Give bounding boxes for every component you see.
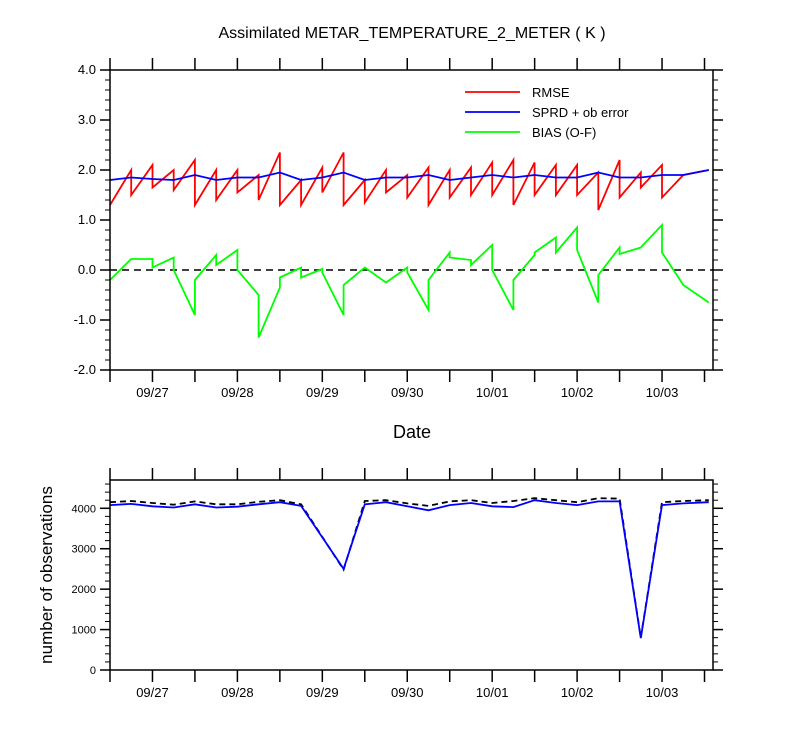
y-tick-label: 1.0 [78, 212, 96, 227]
y-axis-label: number of observations [37, 486, 56, 664]
y-tick-label: 2.0 [78, 162, 96, 177]
chart-title: Assimilated METAR_TEMPERATURE_2_METER ( … [218, 25, 605, 42]
bottom-plot-frame [109, 479, 714, 671]
x-tick-label: 10/03 [646, 685, 679, 700]
x-tick-label: 09/28 [221, 385, 254, 400]
top-plot-area [109, 152, 713, 338]
y-tick-label: 4.0 [78, 62, 96, 77]
x-tick-label: 09/27 [136, 685, 169, 700]
series-line-rmse [109, 152, 709, 211]
x-tick-label: 10/01 [476, 385, 509, 400]
x-axis-label: Date [393, 422, 431, 442]
y-tick-label: 0 [90, 665, 96, 677]
x-tick-label: 10/02 [561, 685, 594, 700]
y-tick-label: 3000 [72, 544, 96, 556]
y-tick-label: 1000 [72, 625, 96, 637]
x-tick-label: 09/28 [221, 685, 254, 700]
x-tick-label: 09/27 [136, 385, 169, 400]
x-tick-label: 10/02 [561, 385, 594, 400]
bottom-axis-ticks: 09/27 09/28 09/29 09/30 10/01 10/02 10/03 0 1000… [72, 468, 723, 700]
y-tick-label: -2.0 [74, 362, 96, 377]
x-tick-label: 10/01 [476, 685, 509, 700]
series-line-possible [109, 497, 709, 638]
y-tick-label: 2000 [72, 584, 96, 596]
series-line-assimilated [109, 499, 709, 639]
series-line-sprd-ob-error [109, 169, 709, 181]
y-tick-label: 3.0 [78, 112, 96, 127]
x-tick-label: 09/30 [391, 685, 424, 700]
y-tick-label: 4000 [72, 503, 96, 515]
legend-label: BIAS (O-F) [532, 125, 596, 140]
x-tick-label: 09/29 [306, 385, 339, 400]
x-tick-label: 09/29 [306, 685, 339, 700]
x-tick-label: 09/30 [391, 385, 424, 400]
bottom-plot-area [109, 497, 709, 639]
legend-label: RMSE [532, 85, 570, 100]
y-tick-label: -1.0 [74, 312, 96, 327]
top-axis-ticks: 09/27 09/28 09/29 09/30 10/01 10/02 10/03 -2.0 -… [74, 58, 723, 400]
top-legend: RMSE SPRD + ob error BIAS (O-F) [465, 85, 629, 140]
x-tick-label: 10/03 [646, 385, 679, 400]
legend-label: SPRD + ob error [532, 105, 629, 120]
y-tick-label: 0.0 [78, 262, 96, 277]
series-line-bias-o-f [109, 222, 710, 338]
